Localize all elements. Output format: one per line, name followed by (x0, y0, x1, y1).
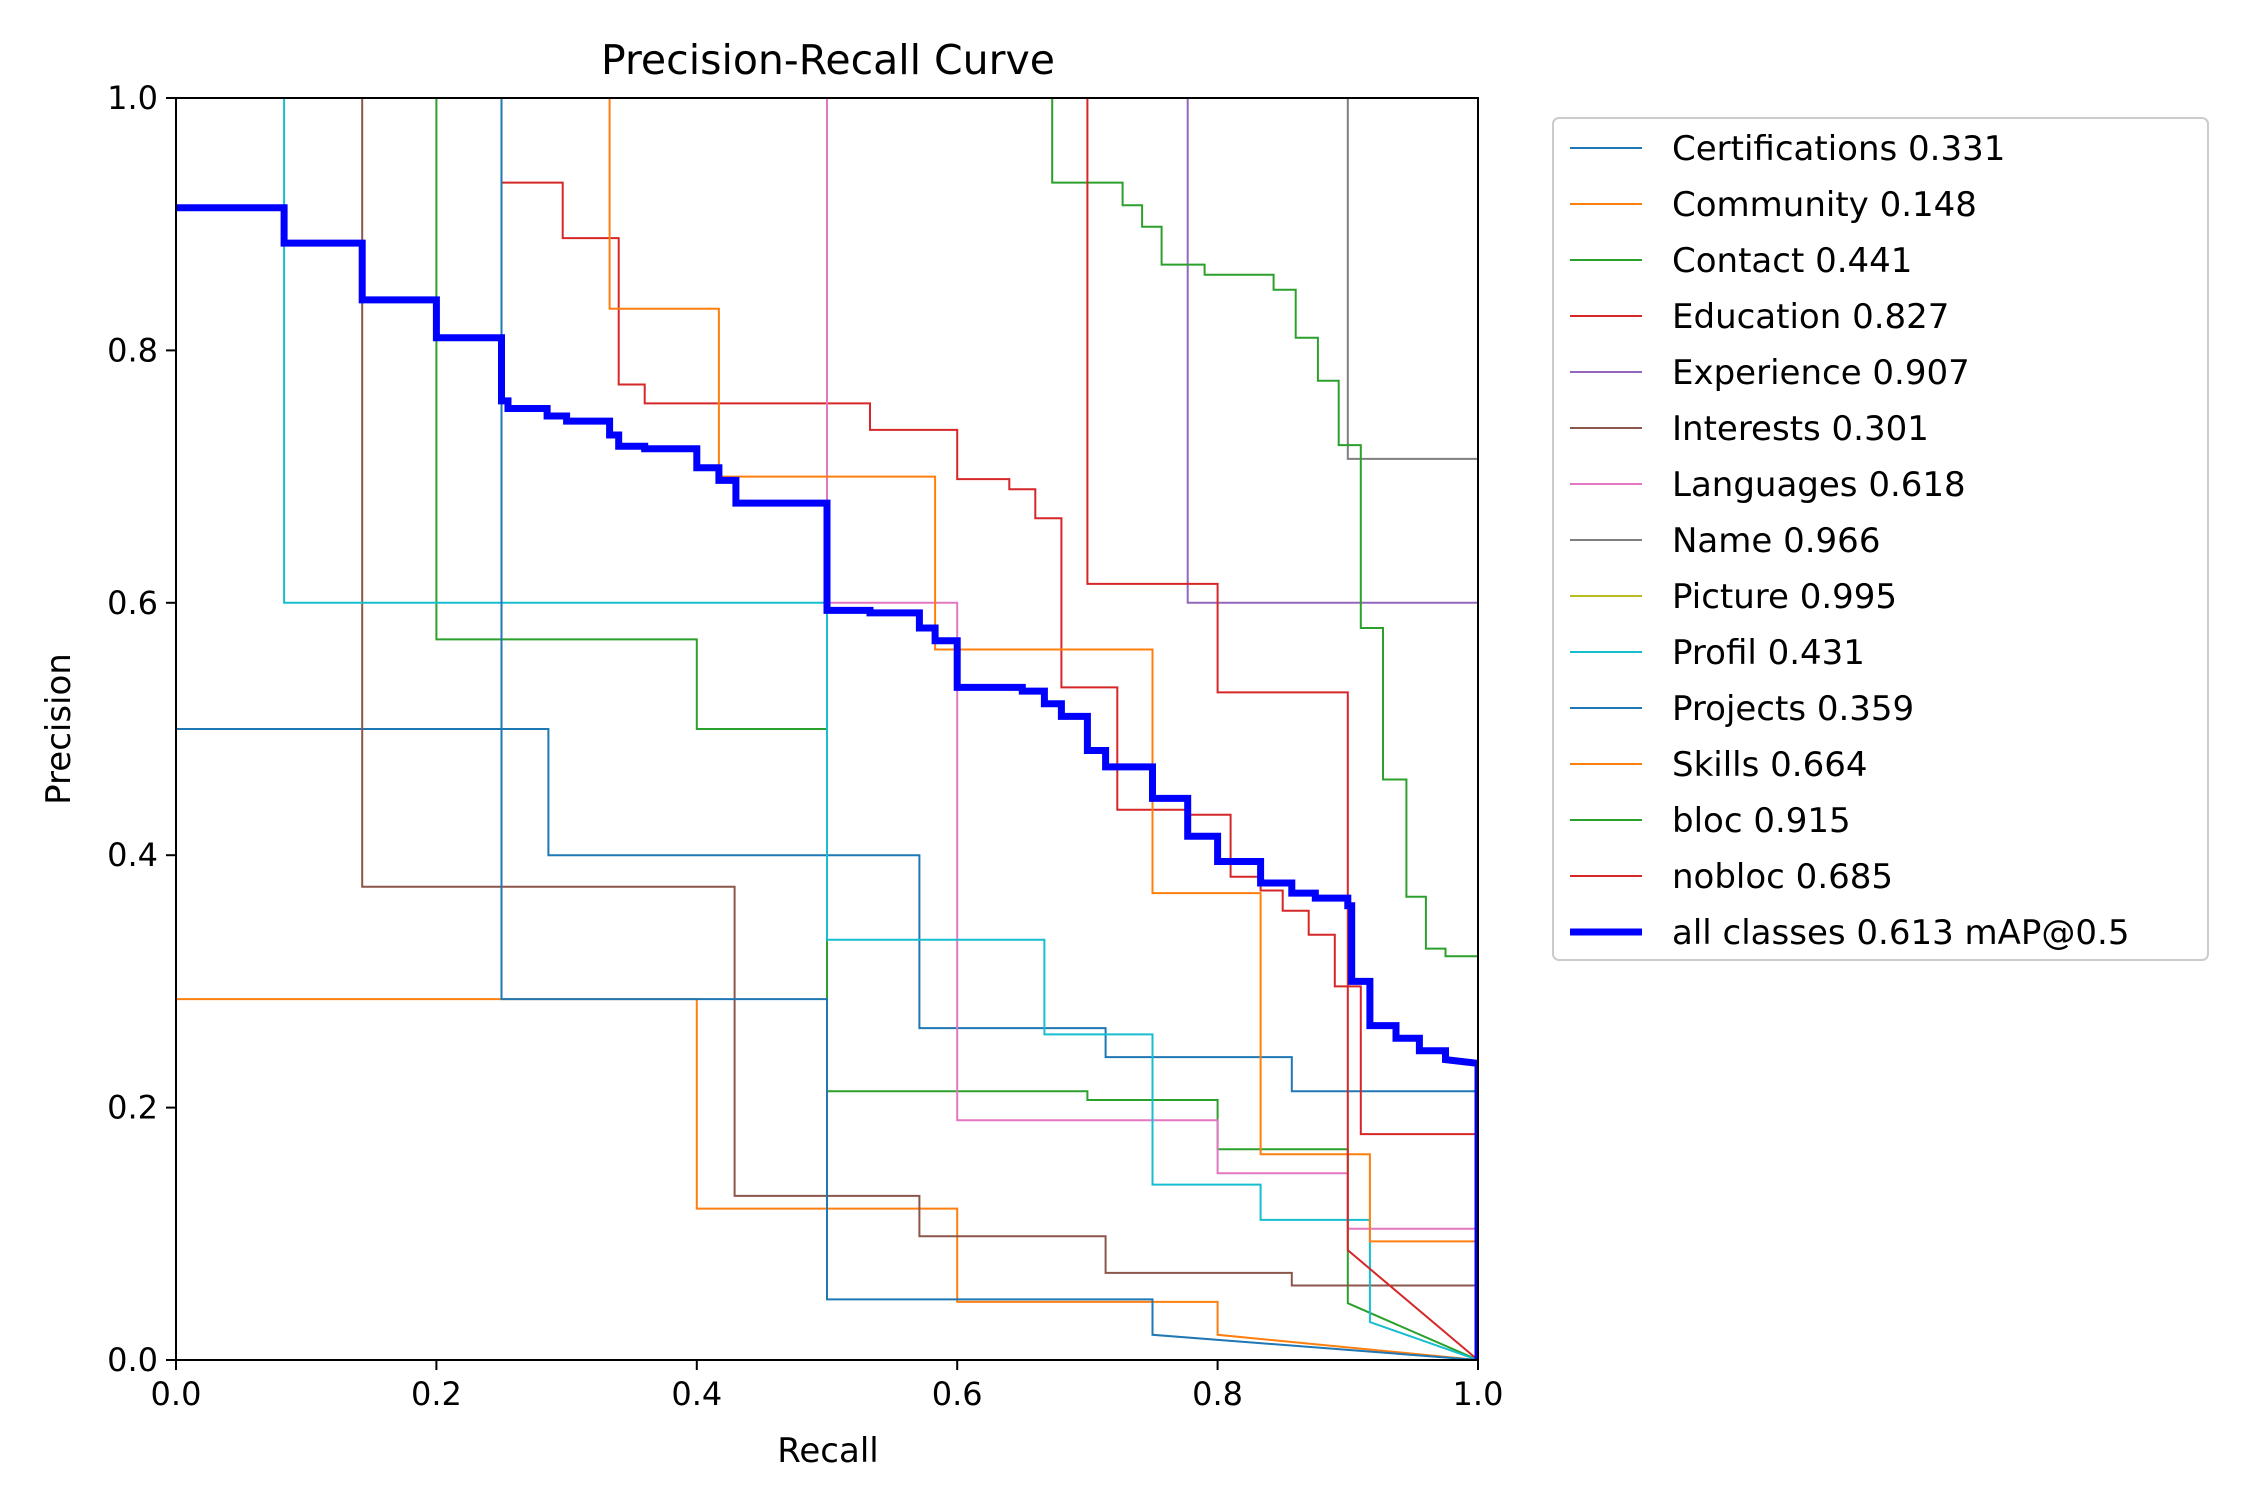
series-line-5 (361, 98, 1478, 1360)
series-lines (176, 98, 1478, 1360)
legend-label: nobloc 0.685 (1672, 857, 1893, 897)
x-tick-label: 0.8 (1192, 1375, 1243, 1413)
y-tick-label: 0.8 (107, 331, 158, 369)
legend-item: Picture 0.995 (1570, 577, 1897, 617)
series-line-4 (1186, 98, 1478, 1360)
legend-item: Skills 0.664 (1570, 745, 1867, 785)
legend-item: Languages 0.618 (1570, 465, 1966, 505)
legend-label: Name 0.966 (1672, 521, 1880, 561)
x-axis-label: Recall (777, 1431, 878, 1471)
y-tick-label: 0.2 (107, 1089, 158, 1127)
y-axis-label: Precision (39, 653, 79, 805)
axis-ticks: 0.0 0.2 0.4 0.6 0.8 1.0 0.0 0.2 0.4 0.6 0.8 1.0 (107, 79, 1503, 1413)
legend-item: Contact 0.441 (1570, 241, 1912, 281)
chart-title: Precision-Recall Curve (601, 36, 1055, 84)
x-tick-label: 0.0 (151, 1375, 202, 1413)
legend-item: Certifications 0.331 (1570, 129, 2005, 169)
series-line-10 (500, 98, 1478, 1360)
legend-item: Experience 0.907 (1570, 353, 1970, 393)
legend-label: all classes 0.613 mAP@0.5 (1672, 913, 2129, 953)
legend-item: Profil 0.431 (1570, 633, 1865, 673)
y-tick-label: 0.6 (107, 584, 158, 622)
legend-item: nobloc 0.685 (1570, 857, 1893, 897)
legend-label: Community 0.148 (1672, 185, 1977, 225)
legend-item: Community 0.148 (1570, 185, 1977, 225)
legend-label: Certifications 0.331 (1672, 129, 2005, 169)
series-line-12 (1051, 98, 1478, 1360)
series-line-14 (176, 204, 1478, 1360)
plot-area-frame (175, 97, 1479, 1361)
legend-item: Interests 0.301 (1570, 409, 1929, 449)
legend-label: Picture 0.995 (1672, 577, 1897, 617)
legend-item: all classes 0.613 mAP@0.5 (1570, 913, 2129, 953)
y-tick-label: 0.0 (107, 1341, 158, 1379)
x-tick-label: 0.4 (671, 1375, 722, 1413)
legend-label: Education 0.827 (1672, 297, 1949, 337)
x-tick-label: 0.2 (411, 1375, 462, 1413)
legend-label: Contact 0.441 (1672, 241, 1912, 281)
legend-label: Skills 0.664 (1672, 745, 1867, 785)
y-tick-label: 0.4 (107, 836, 158, 874)
legend-label: Languages 0.618 (1672, 465, 1966, 505)
x-tick-label: 1.0 (1453, 1375, 1504, 1413)
y-tick-label: 1.0 (107, 79, 158, 117)
legend-label: Projects 0.359 (1672, 689, 1914, 729)
series-line-3 (500, 98, 1478, 1360)
legend-label: bloc 0.915 (1672, 801, 1851, 841)
legend-frame (1552, 117, 2209, 961)
legend: Certifications 0.331 Community 0.148 Conta… (1552, 117, 2209, 961)
series-line-7 (1346, 98, 1478, 1360)
series-line-0 (176, 728, 1478, 1360)
legend-label: Experience 0.907 (1672, 353, 1970, 393)
legend-item: bloc 0.915 (1570, 801, 1851, 841)
legend-label: Interests 0.301 (1672, 409, 1929, 449)
series-line-6 (826, 98, 1478, 1360)
legend-item: Name 0.966 (1570, 521, 1880, 561)
legend-item: Projects 0.359 (1570, 689, 1914, 729)
series-line-1 (176, 998, 1478, 1360)
x-tick-label: 0.6 (932, 1375, 983, 1413)
legend-item: Education 0.827 (1570, 297, 1949, 337)
series-line-13 (1086, 98, 1478, 1360)
legend-label: Profil 0.431 (1672, 633, 1865, 673)
